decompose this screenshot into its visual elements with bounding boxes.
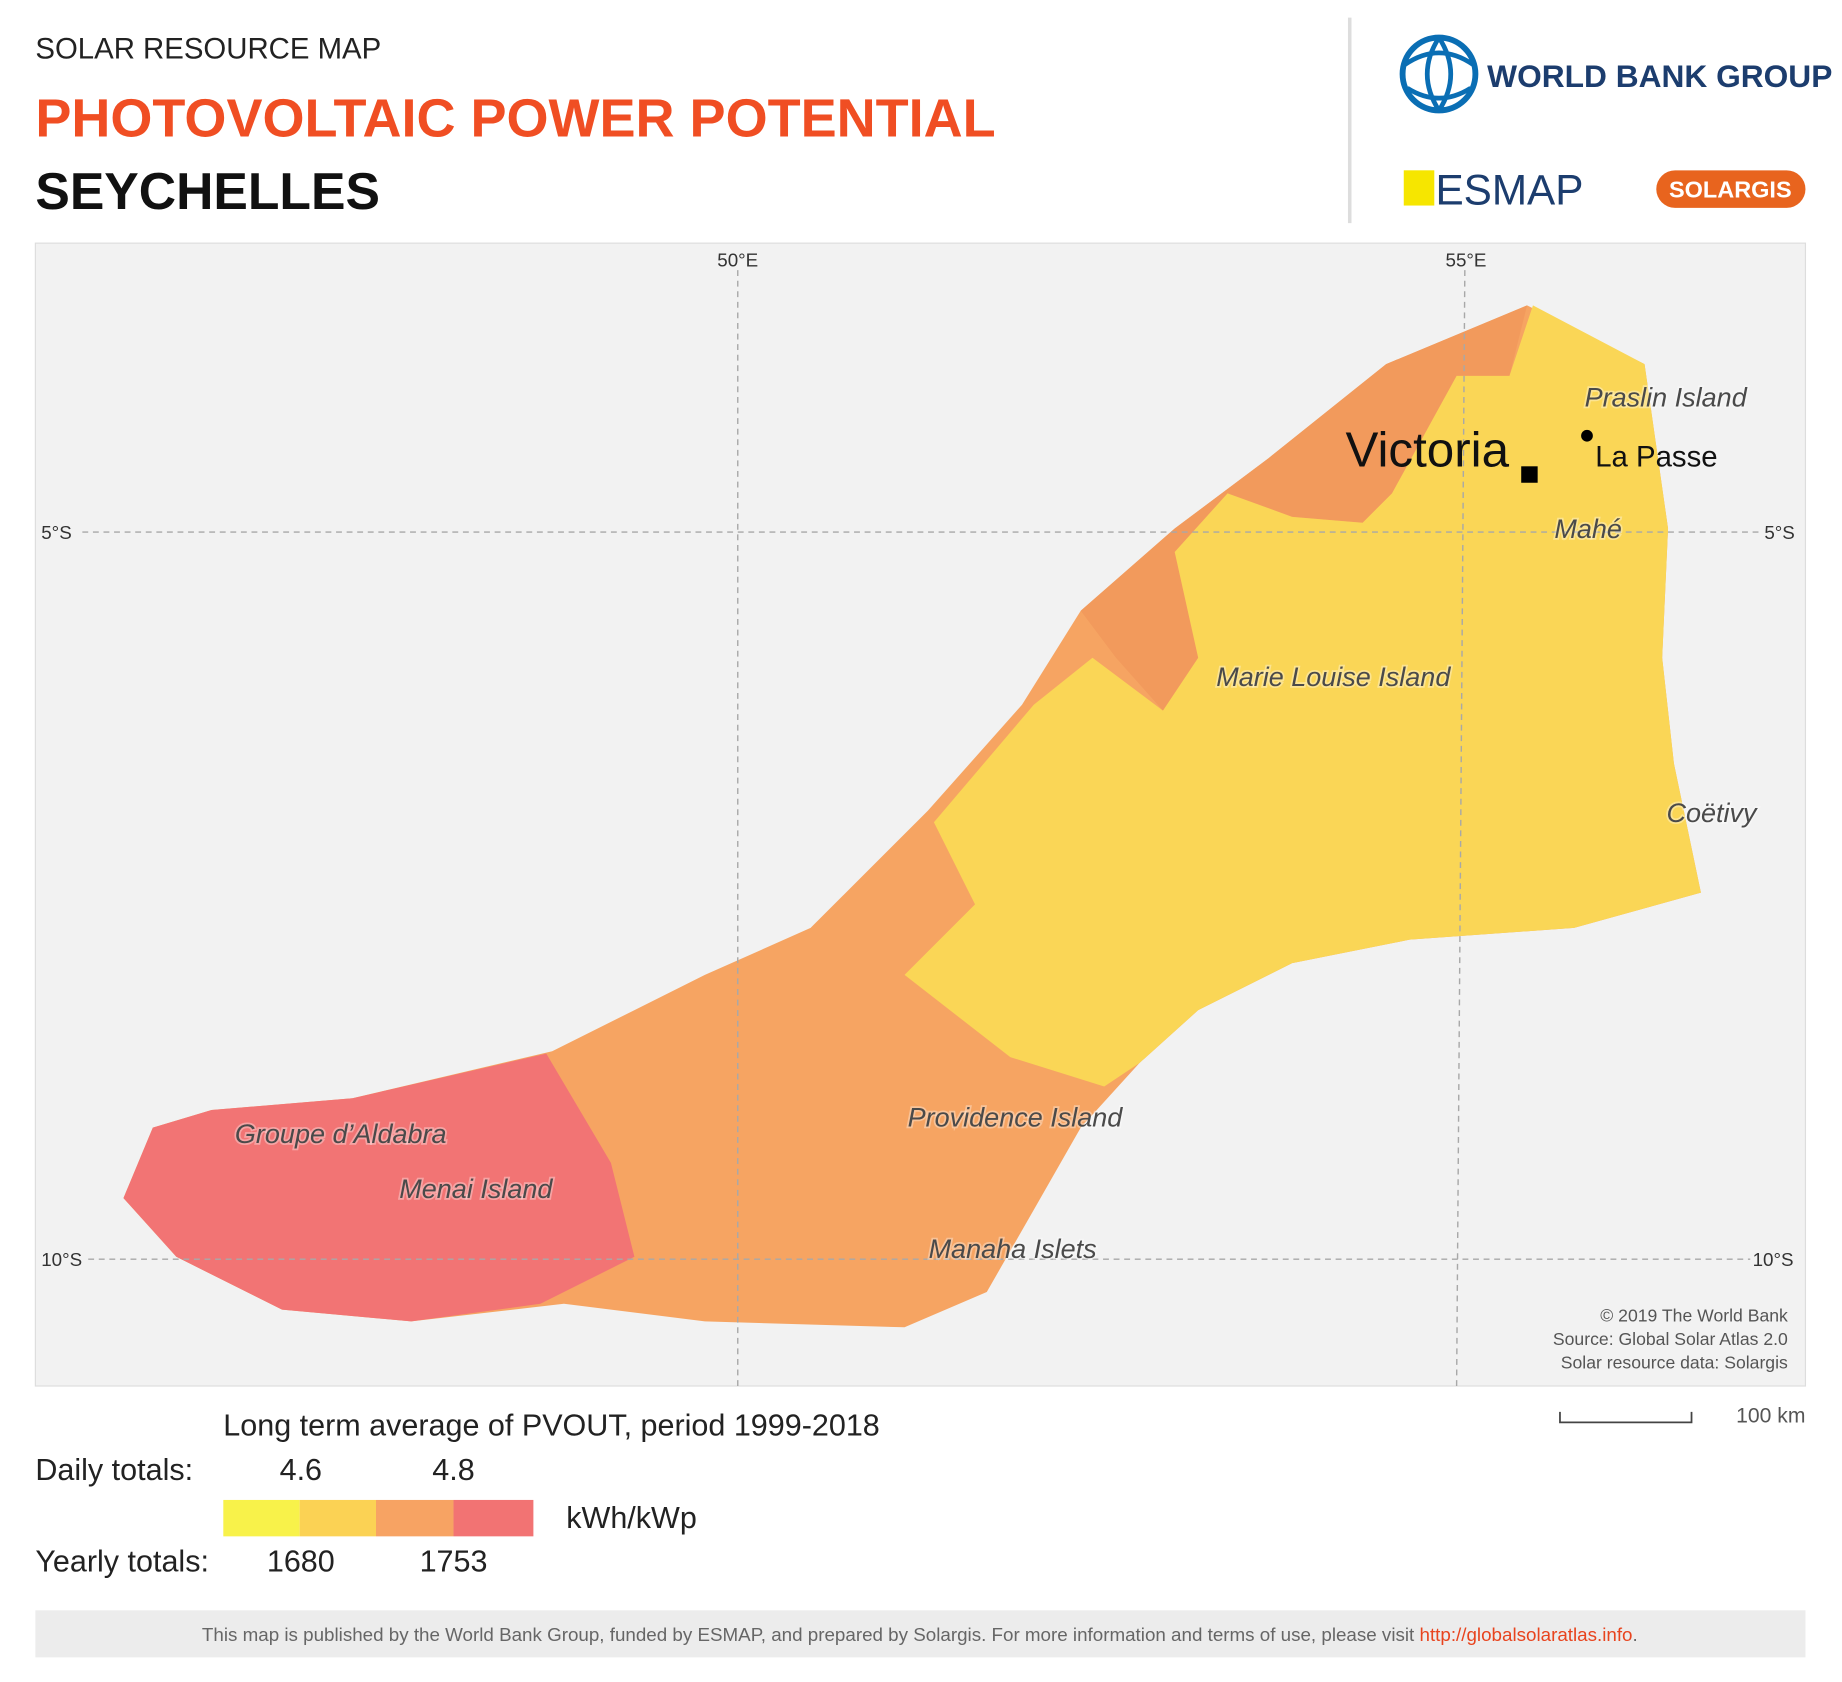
attribution: Solar resource data: Solargis — [1561, 1352, 1788, 1372]
legend-swatch — [299, 1499, 376, 1537]
legend-daily-value: 4.8 — [432, 1453, 474, 1487]
place-label: Mahé — [1554, 514, 1622, 544]
grid-label: 10°S — [41, 1249, 82, 1270]
place-label: Providence Island — [908, 1102, 1124, 1132]
kicker: SOLAR RESOURCE MAP — [35, 33, 381, 66]
title: PHOTOVOLTAIC POWER POTENTIAL — [35, 88, 995, 148]
solargis-logo: SOLARGIS — [1656, 170, 1806, 208]
place-label: Menai Island — [399, 1174, 553, 1204]
legend-yearly-label: Yearly totals: — [35, 1545, 209, 1579]
capital-label: Victoria — [1345, 422, 1509, 477]
legend-yearly-value: 1753 — [420, 1545, 488, 1579]
place-label: Marie Louise Island — [1216, 662, 1451, 692]
legend-daily-value: 4.6 — [280, 1453, 322, 1487]
place-label: Praslin Island — [1585, 382, 1748, 412]
grid-label: 5°S — [1764, 522, 1794, 543]
grid-label: 55°E — [1446, 250, 1487, 271]
grid-label: 50°E — [717, 250, 758, 271]
legend-swatches — [223, 1499, 534, 1537]
esmap-logo: ESMAP — [1403, 166, 1583, 213]
place-label: Manaha Islets — [929, 1234, 1097, 1264]
grid-label: 5°S — [41, 522, 71, 543]
footer-end: . — [1633, 1624, 1638, 1645]
attribution: © 2019 The World Bank — [1600, 1305, 1788, 1325]
grid-label: 10°S — [1753, 1249, 1794, 1270]
place-label: Groupe d’Aldabra — [235, 1119, 447, 1149]
pvout-map — [123, 305, 1701, 1328]
town-label: La Passe — [1595, 440, 1717, 473]
footer: This map is published by the World Bank … — [202, 1624, 1638, 1645]
solargis-text: SOLARGIS — [1669, 176, 1792, 202]
legend-yearly-value: 1680 — [267, 1545, 335, 1579]
legend-daily-label: Daily totals: — [35, 1453, 193, 1487]
legend-swatch — [223, 1499, 300, 1537]
world-bank-logo: WORLD BANK GROUP — [1399, 34, 1832, 114]
footer-text: This map is published by the World Bank … — [202, 1624, 1420, 1645]
legend-swatch — [375, 1499, 454, 1537]
world-bank-text: WORLD BANK GROUP — [1487, 58, 1832, 94]
legend-unit: kWh/kWp — [566, 1501, 697, 1535]
attribution: Source: Global Solar Atlas 2.0 — [1553, 1329, 1788, 1349]
footer-band — [35, 1610, 1806, 1658]
town-marker — [1581, 429, 1593, 442]
country: SEYCHELLES — [35, 162, 380, 220]
legend-title: Long term average of PVOUT, period 1999-… — [223, 1408, 880, 1442]
scale-label: 100 km — [1736, 1404, 1805, 1427]
esmap-text: ESMAP — [1435, 166, 1583, 213]
capital-marker — [1521, 466, 1538, 483]
footer-link[interactable]: http://globalsolaratlas.info — [1420, 1624, 1633, 1645]
legend-swatch — [453, 1499, 534, 1537]
place-label: Coëtivy — [1666, 798, 1758, 828]
scale-bar — [1559, 1411, 1693, 1424]
